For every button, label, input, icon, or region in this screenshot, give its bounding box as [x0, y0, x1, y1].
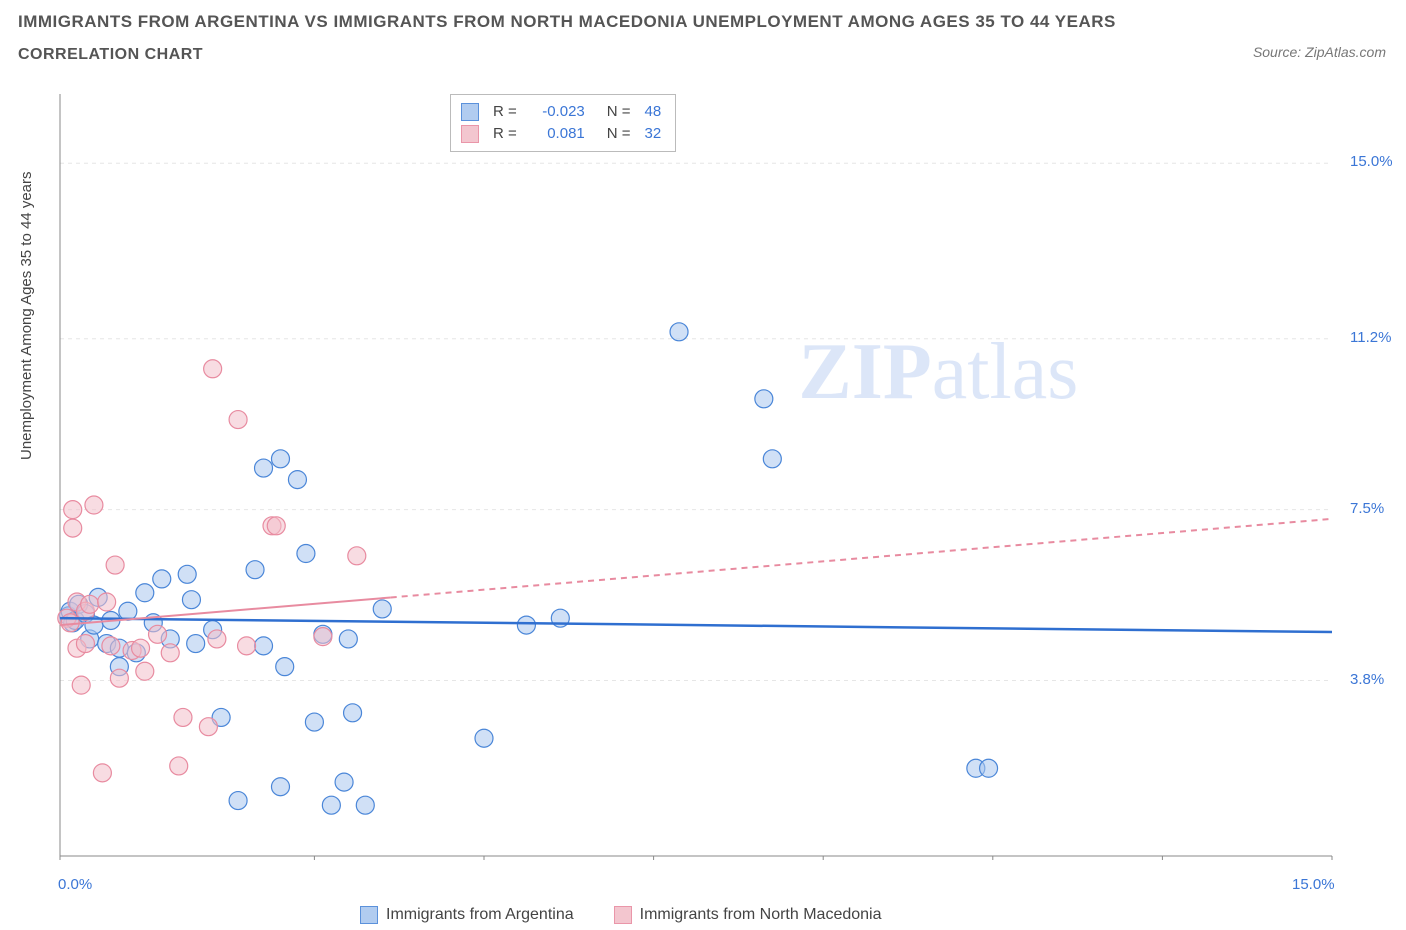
- series1-swatch: [461, 103, 479, 121]
- n-label: N =: [607, 101, 631, 123]
- chart-area: ZIPatlas: [56, 90, 1336, 860]
- n-label: N =: [607, 123, 631, 145]
- chart-title-line1: IMMIGRANTS FROM ARGENTINA VS IMMIGRANTS …: [18, 12, 1388, 32]
- series1-swatch: [360, 906, 378, 924]
- r-label: R =: [493, 123, 517, 145]
- correlation-legend: R = -0.023 N = 48 R = 0.081 N = 32: [450, 94, 676, 152]
- legend-label-2: Immigrants from North Macedonia: [640, 906, 882, 924]
- svg-text:ZIPatlas: ZIPatlas: [798, 328, 1078, 416]
- x-min-label: 0.0%: [58, 876, 92, 893]
- scatter-plot: ZIPatlas: [56, 90, 1336, 860]
- y-tick-label: 3.8%: [1350, 671, 1384, 688]
- correlation-row-2: R = 0.081 N = 32: [461, 123, 661, 145]
- correlation-row-1: R = -0.023 N = 48: [461, 101, 661, 123]
- y-axis-label: Unemployment Among Ages 35 to 44 years: [18, 171, 35, 460]
- series-legend: Immigrants from Argentina Immigrants fro…: [360, 906, 881, 924]
- legend-item-1: Immigrants from Argentina: [360, 906, 574, 924]
- source-prefix: Source:: [1253, 44, 1305, 60]
- source-name: ZipAtlas.com: [1305, 44, 1386, 60]
- series2-swatch: [461, 125, 479, 143]
- y-tick-label: 11.2%: [1350, 329, 1391, 346]
- legend-item-2: Immigrants from North Macedonia: [614, 906, 882, 924]
- series1-r-value: -0.023: [531, 101, 585, 123]
- chart-title-line2: CORRELATION CHART: [18, 46, 1388, 64]
- source-attribution: Source: ZipAtlas.com: [1253, 44, 1386, 60]
- series2-n-value: 32: [645, 123, 662, 145]
- chart-header: IMMIGRANTS FROM ARGENTINA VS IMMIGRANTS …: [0, 0, 1406, 64]
- legend-label-1: Immigrants from Argentina: [386, 906, 574, 924]
- r-label: R =: [493, 101, 517, 123]
- series2-swatch: [614, 906, 632, 924]
- series2-r-value: 0.081: [531, 123, 585, 145]
- y-tick-label: 15.0%: [1350, 153, 1393, 170]
- y-tick-label: 7.5%: [1350, 500, 1384, 517]
- series1-n-value: 48: [645, 101, 662, 123]
- x-max-label: 15.0%: [1292, 876, 1335, 893]
